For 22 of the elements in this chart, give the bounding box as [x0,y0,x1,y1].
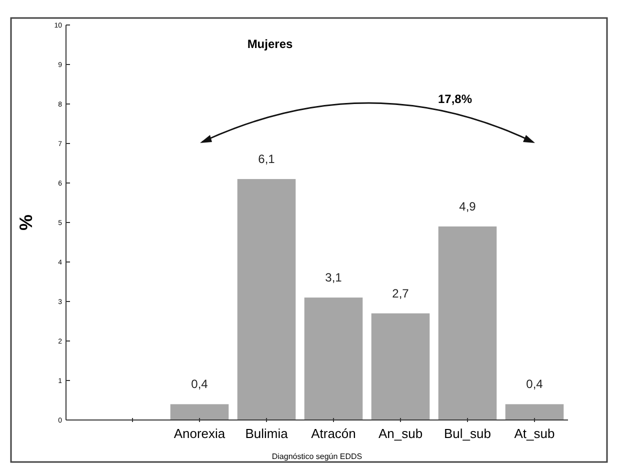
y-axis-title: % [16,214,36,231]
x-tick-label: Anorexia [174,426,226,441]
data-label: 2,7 [392,286,410,300]
x-tick-label: At_sub [514,426,555,441]
data-label: 0,4 [191,377,208,392]
bar [505,404,564,420]
bar [237,179,296,420]
x-axis-title: Diagnóstico según EDDS [272,452,362,461]
x-tick-label: An_sub [378,426,423,441]
x-tick-label: Bul_sub [444,426,491,441]
x-tick-label: Atracón [311,426,356,441]
bar [371,313,430,420]
text: Mujeres [247,37,293,51]
x-tick-label: Bulimia [245,426,289,441]
data-label: 3,1 [325,270,342,285]
bar [170,404,229,420]
data-label: 0,4 [526,377,544,392]
bar [304,298,363,420]
data-label: 4,9 [459,199,476,214]
data-label: 6,1 [258,152,276,166]
bar [438,226,497,420]
annotation: 17,8% [438,92,472,106]
